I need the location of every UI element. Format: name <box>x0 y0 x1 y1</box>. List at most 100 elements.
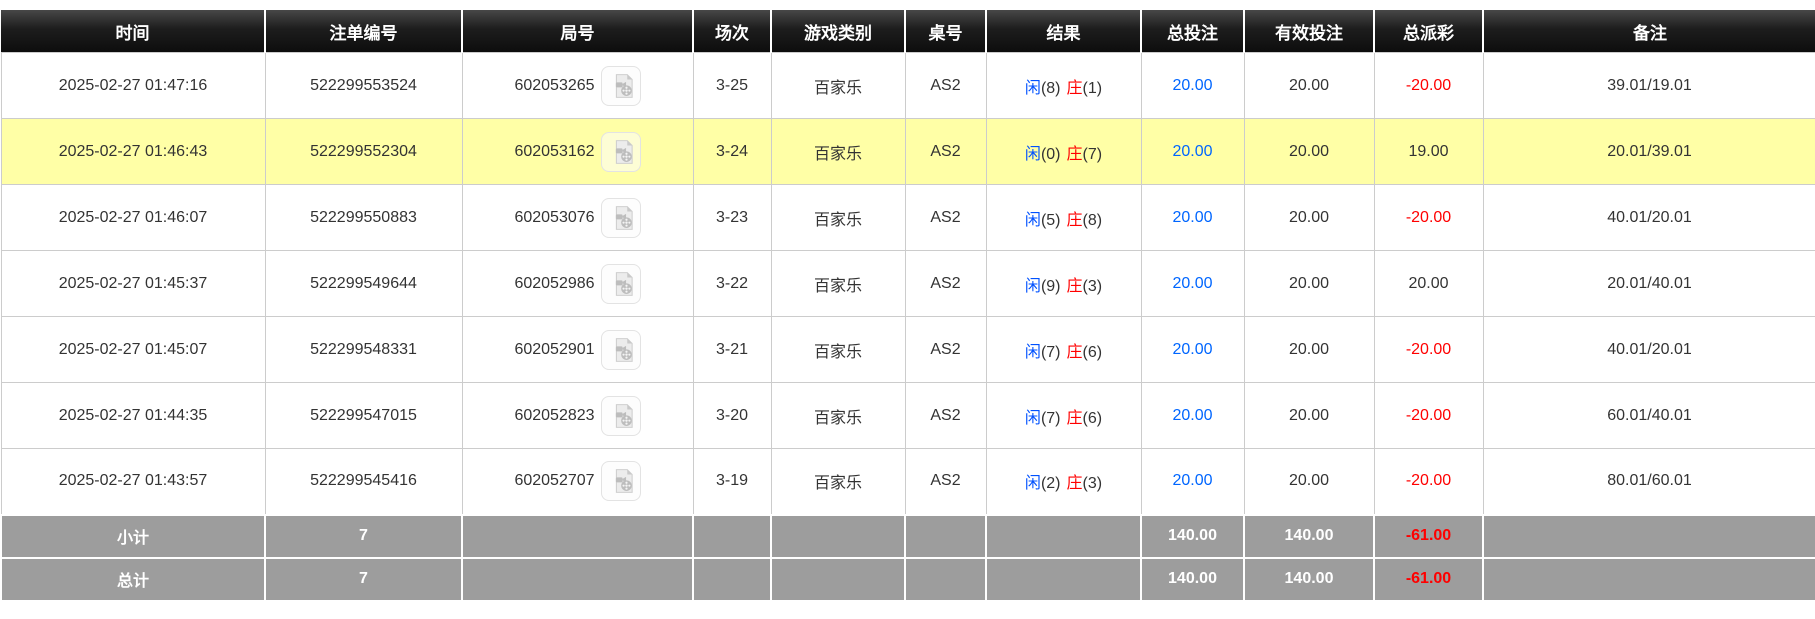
empty-cell <box>985 556 1142 602</box>
column-header-session: 场次 <box>692 10 771 53</box>
banker-label: 庄 <box>1066 145 1083 163</box>
table-row[interactable]: 2025-02-27 01:46:43 522299552304 6020531… <box>0 118 1815 185</box>
table-number-cell: AS2 <box>904 184 987 251</box>
banker-label: 庄 <box>1066 211 1083 229</box>
round-number: 602053265 <box>514 76 595 94</box>
column-header-game-type: 游戏类别 <box>770 10 905 53</box>
session-cell: 3-23 <box>692 184 772 251</box>
total-bet-cell[interactable]: 20.00 <box>1140 382 1245 449</box>
column-header-time: 时间 <box>1 10 265 53</box>
empty-cell <box>904 556 987 602</box>
video-replay-icon[interactable] <box>600 65 641 106</box>
time-cell: 2025-02-27 01:47:16 <box>0 52 266 119</box>
total-bet-cell[interactable]: 20.00 <box>1140 316 1245 383</box>
game-type-cell: 百家乐 <box>770 382 906 449</box>
game-type-cell: 百家乐 <box>770 118 906 185</box>
payout-cell: -20.00 <box>1373 316 1484 383</box>
video-replay-icon[interactable] <box>600 197 641 238</box>
session-cell: 3-19 <box>692 448 772 515</box>
empty-cell <box>1482 556 1815 602</box>
total-bet-cell[interactable]: 20.00 <box>1140 448 1245 515</box>
session-cell: 3-22 <box>692 250 772 317</box>
game-type-cell: 百家乐 <box>770 52 906 119</box>
valid-bet-cell: 20.00 <box>1243 250 1375 317</box>
bet-number-cell: 522299550883 <box>264 184 463 251</box>
subtotal-label: 小计 <box>0 513 266 559</box>
grand-total-total-bet: 140.00 <box>1140 556 1245 602</box>
player-score: (8) <box>1040 79 1061 97</box>
banker-score: (6) <box>1082 343 1103 361</box>
column-header-payout: 总派彩 <box>1373 10 1483 53</box>
total-bet-cell[interactable]: 20.00 <box>1140 250 1245 317</box>
remark-cell: 39.01/19.01 <box>1482 52 1815 119</box>
time-cell: 2025-02-27 01:45:07 <box>0 316 266 383</box>
grand-total-payout: -61.00 <box>1373 556 1484 602</box>
subtotal-count: 7 <box>264 513 463 559</box>
video-replay-icon[interactable] <box>600 329 641 370</box>
remark-cell: 20.01/39.01 <box>1482 118 1815 185</box>
video-replay-icon[interactable] <box>600 395 641 436</box>
banker-label: 庄 <box>1066 277 1083 295</box>
total-bet-cell[interactable]: 20.00 <box>1140 184 1245 251</box>
table-row[interactable]: 2025-02-27 01:47:16 522299553524 6020532… <box>0 52 1815 119</box>
header-row: 时间 注单编号 局号 场次 游戏类别 桌号 结果 总投注 有效投注 总派彩 备注 <box>1 10 1815 53</box>
table-row[interactable]: 2025-02-27 01:44:35 522299547015 6020528… <box>0 382 1815 449</box>
subtotal-payout: -61.00 <box>1373 513 1484 559</box>
total-bet-cell[interactable]: 20.00 <box>1140 52 1245 119</box>
result-cell: 闲(8) 庄(1) <box>985 52 1142 119</box>
player-label: 闲 <box>1024 409 1041 427</box>
round-number-cell: 602052901 <box>461 316 694 383</box>
column-header-result: 结果 <box>985 10 1141 53</box>
remark-cell: 20.01/40.01 <box>1482 250 1815 317</box>
player-score: (7) <box>1040 409 1061 427</box>
round-number: 602053076 <box>514 208 595 226</box>
player-label: 闲 <box>1024 145 1041 163</box>
round-number: 602052901 <box>514 340 595 358</box>
column-header-valid-bet: 有效投注 <box>1243 10 1374 53</box>
empty-cell <box>770 513 906 559</box>
column-header-total-bet: 总投注 <box>1140 10 1244 53</box>
empty-cell <box>1482 513 1815 559</box>
player-label: 闲 <box>1024 79 1041 97</box>
banker-score: (8) <box>1082 211 1103 229</box>
game-type-cell: 百家乐 <box>770 250 906 317</box>
banker-score: (3) <box>1082 277 1103 295</box>
session-cell: 3-25 <box>692 52 772 119</box>
subtotal-total-bet: 140.00 <box>1140 513 1245 559</box>
payout-cell: -20.00 <box>1373 448 1484 515</box>
empty-cell <box>461 556 694 602</box>
banker-score: (7) <box>1082 145 1103 163</box>
empty-cell <box>985 513 1142 559</box>
video-replay-icon[interactable] <box>600 263 641 304</box>
banker-score: (6) <box>1082 409 1103 427</box>
table-row[interactable]: 2025-02-27 01:46:07 522299550883 6020530… <box>0 184 1815 251</box>
round-number: 602052707 <box>514 472 595 490</box>
table-row[interactable]: 2025-02-27 01:43:57 522299545416 6020527… <box>0 448 1815 515</box>
round-number-cell: 602052707 <box>461 448 694 515</box>
column-header-bet-number: 注单编号 <box>264 10 462 53</box>
time-cell: 2025-02-27 01:45:37 <box>0 250 266 317</box>
result-cell: 闲(9) 庄(3) <box>985 250 1142 317</box>
column-header-table-number: 桌号 <box>904 10 986 53</box>
table-row[interactable]: 2025-02-27 01:45:07 522299548331 6020529… <box>0 316 1815 383</box>
valid-bet-cell: 20.00 <box>1243 118 1375 185</box>
table-number-cell: AS2 <box>904 316 987 383</box>
remark-cell: 40.01/20.01 <box>1482 316 1815 383</box>
player-score: (7) <box>1040 343 1061 361</box>
video-replay-icon[interactable] <box>600 131 641 172</box>
banker-label: 庄 <box>1066 79 1083 97</box>
table-row[interactable]: 2025-02-27 01:45:37 522299549644 6020529… <box>0 250 1815 317</box>
bet-records-table: 时间 注单编号 局号 场次 游戏类别 桌号 结果 总投注 有效投注 总派彩 备注… <box>0 10 1815 602</box>
empty-cell <box>904 513 987 559</box>
remark-cell: 80.01/60.01 <box>1482 448 1815 515</box>
valid-bet-cell: 20.00 <box>1243 382 1375 449</box>
total-bet-cell[interactable]: 20.00 <box>1140 118 1245 185</box>
time-cell: 2025-02-27 01:46:43 <box>0 118 266 185</box>
payout-cell: 19.00 <box>1373 118 1484 185</box>
player-score: (9) <box>1040 277 1061 295</box>
empty-cell <box>692 513 772 559</box>
round-number-cell: 602052823 <box>461 382 694 449</box>
grand-total-valid-bet: 140.00 <box>1243 556 1375 602</box>
video-replay-icon[interactable] <box>600 461 641 502</box>
bet-records-page: 时间 注单编号 局号 场次 游戏类别 桌号 结果 总投注 有效投注 总派彩 备注… <box>0 10 1815 602</box>
